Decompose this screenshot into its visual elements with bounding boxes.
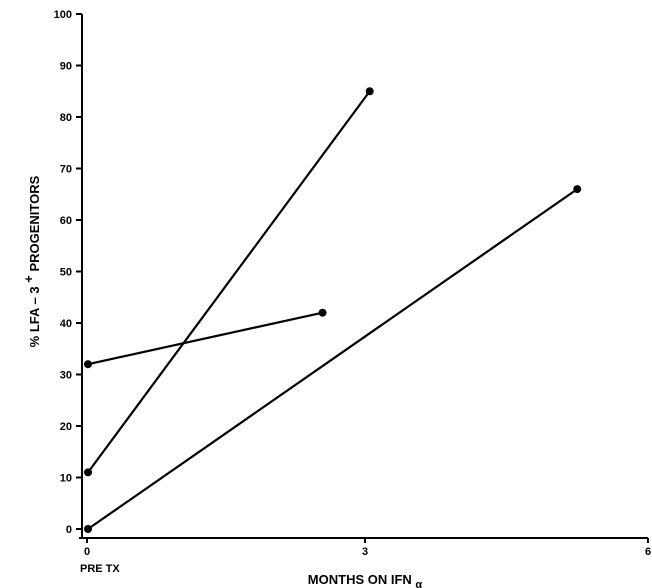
y-tick-label: 80 (60, 112, 72, 124)
x-pretreatment-label: PRE TX (80, 563, 120, 575)
y-tick-label: 30 (60, 370, 72, 382)
y-axis-title-text: % LFA – 3 (27, 286, 42, 347)
y-tick-label: 90 (60, 61, 72, 73)
series-line (87, 188, 578, 530)
x-axis-title: MONTHS ON IFN α (308, 572, 423, 588)
y-tick-label: 70 (60, 164, 72, 176)
series-line (87, 311, 323, 366)
y-axis-title-suffix: PROGENITORS (27, 175, 42, 271)
y-tick-label: 40 (60, 318, 72, 330)
y-tick-label: 0 (66, 524, 72, 536)
series-line (87, 90, 371, 474)
x-tick-label: 0 (84, 546, 90, 558)
data-point (84, 525, 92, 533)
x-ticks: 0 3 6 (84, 538, 651, 558)
x-axis-title-subscript: α (415, 579, 422, 588)
x-axis-title-text: MONTHS ON IFN (308, 572, 412, 587)
y-tick-label: 10 (60, 473, 72, 485)
data-point (573, 185, 582, 194)
y-tick-label: 100 (54, 9, 72, 21)
data-point (365, 87, 374, 96)
series-group (84, 87, 582, 533)
y-tick-label: 50 (60, 267, 72, 279)
y-tick-label: 20 (60, 421, 72, 433)
data-point (318, 308, 327, 317)
x-tick-label: 3 (362, 546, 368, 558)
x-tick-label: 6 (645, 546, 651, 558)
data-point (84, 360, 92, 369)
y-tick-label: 60 (60, 215, 72, 227)
y-ticks: 0 10 20 30 40 50 60 70 80 90 100 (54, 9, 82, 536)
axes (79, 14, 648, 539)
y-axis-title-superscript: + (21, 275, 36, 283)
data-point (84, 468, 92, 477)
y-axis-title: % LFA – 3 + PROGENITORS (21, 175, 42, 347)
